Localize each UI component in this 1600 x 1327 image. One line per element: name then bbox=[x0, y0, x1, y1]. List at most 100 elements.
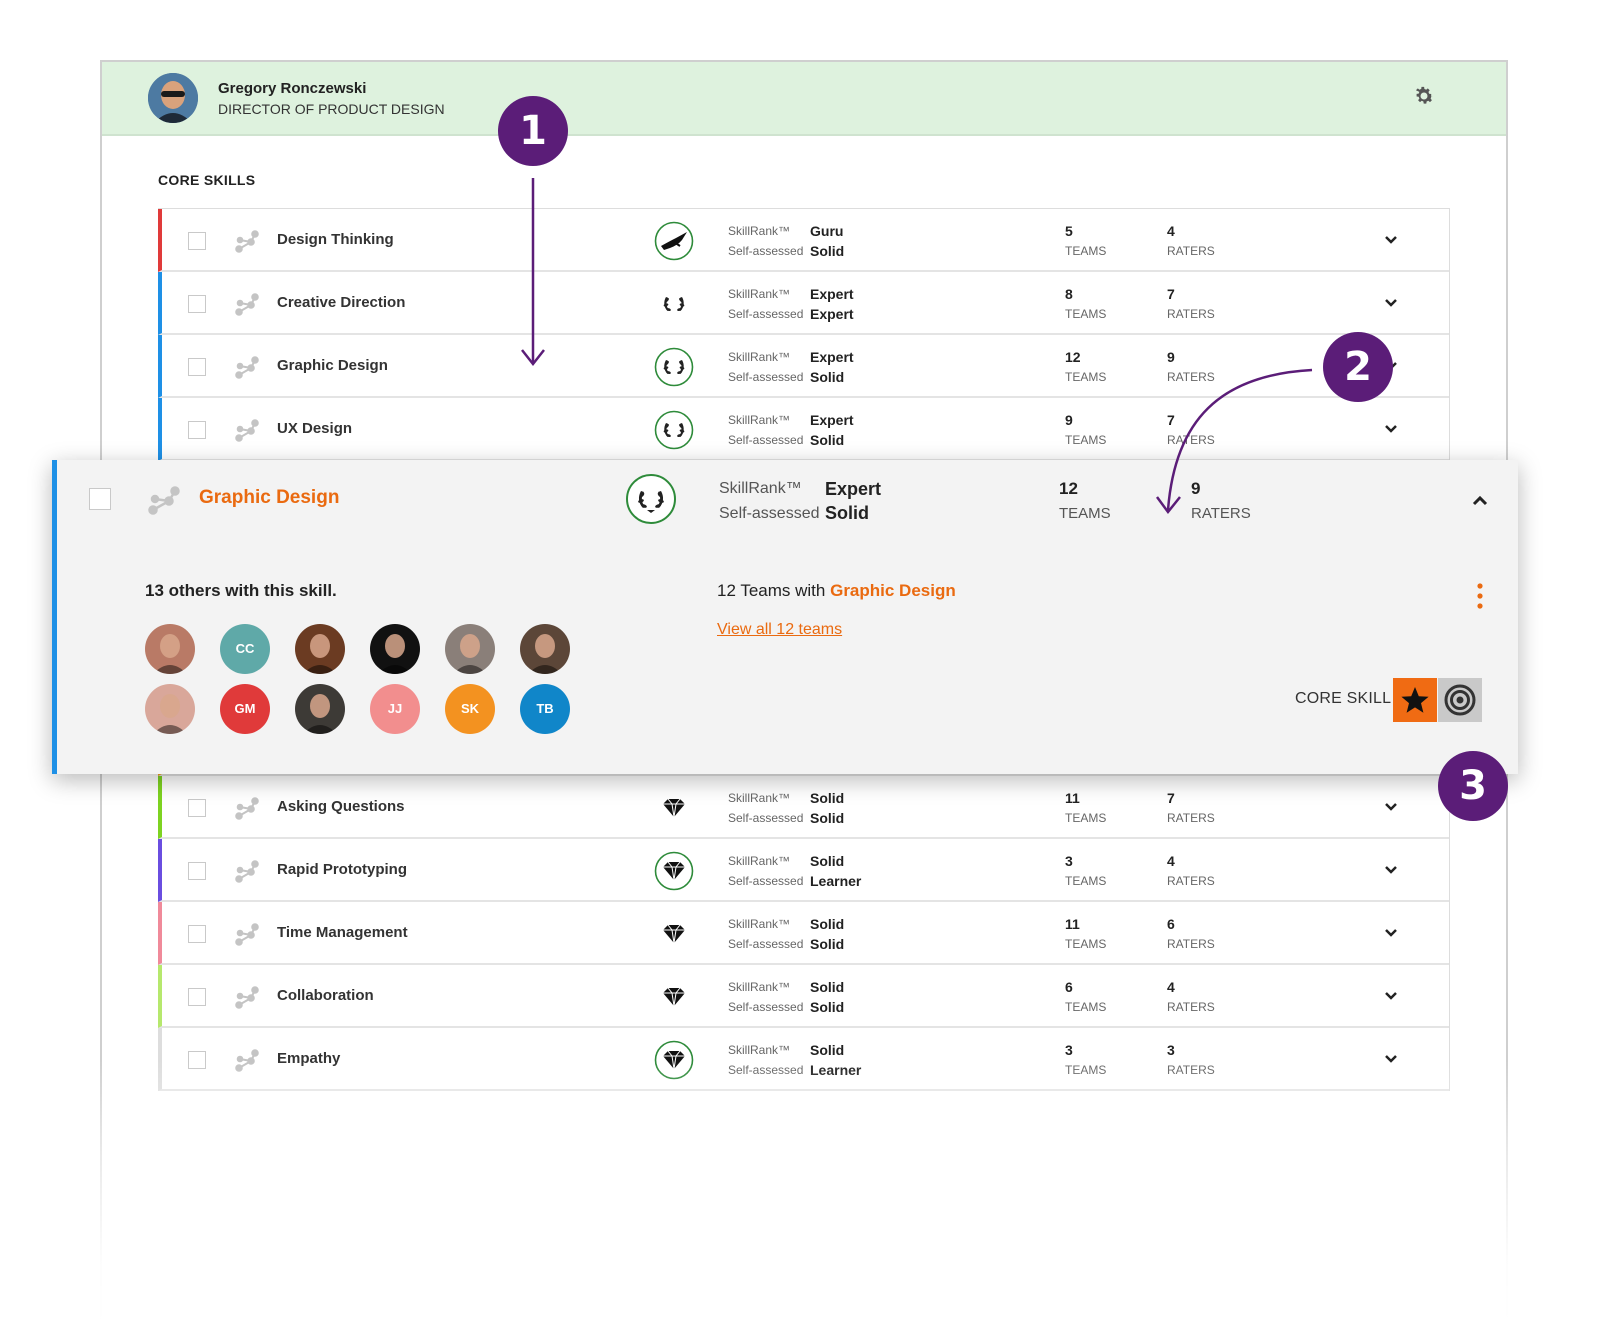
skillrank-value: Expert bbox=[810, 349, 854, 365]
skillrank-label: SkillRank™ bbox=[728, 917, 791, 931]
teams-label: TEAMS bbox=[1065, 1063, 1107, 1077]
avatar[interactable]: SK bbox=[445, 684, 495, 734]
teams-label: TEAMS bbox=[1065, 1000, 1107, 1014]
skill-name: Graphic Design bbox=[277, 357, 388, 374]
skill-row[interactable]: Creative Direction SkillRank™ Self-assesse… bbox=[158, 272, 1449, 335]
share-nodes-icon[interactable] bbox=[234, 292, 260, 318]
share-nodes-icon[interactable] bbox=[234, 922, 260, 948]
raters-label: RATERS bbox=[1167, 244, 1215, 258]
skillrank-label: SkillRank™ bbox=[728, 224, 791, 238]
others-with-skill-title: 13 others with this skill. bbox=[145, 581, 337, 600]
chevron-up-icon[interactable] bbox=[1471, 492, 1489, 510]
laurel-badge-icon bbox=[626, 474, 676, 524]
laurel-badge-icon bbox=[654, 347, 694, 387]
skillrank-label: SkillRank™ bbox=[728, 980, 791, 994]
raters-label: RATERS bbox=[1167, 307, 1215, 321]
avatar[interactable] bbox=[520, 624, 570, 674]
skill-row[interactable]: Collaboration SkillRank™ Self-assessed Soli… bbox=[158, 965, 1449, 1028]
share-nodes-icon[interactable] bbox=[234, 1048, 260, 1074]
avatar[interactable]: GM bbox=[220, 684, 270, 734]
target-skill-toggle[interactable] bbox=[1438, 678, 1482, 722]
skill-checkbox[interactable] bbox=[188, 421, 206, 439]
skill-row[interactable]: Asking Questions SkillRank™ Self-assessed S… bbox=[158, 776, 1449, 839]
diamond-badge-icon bbox=[654, 914, 694, 954]
skill-checkbox[interactable] bbox=[188, 799, 206, 817]
raters-label: RATERS bbox=[1191, 505, 1251, 522]
teams-label: TEAMS bbox=[1065, 811, 1107, 825]
self-assessed-label: Self-assessed bbox=[728, 811, 804, 825]
raters-count: 3 bbox=[1167, 1042, 1175, 1058]
gear-icon[interactable] bbox=[1412, 84, 1436, 108]
self-assessed-label: Self-assessed bbox=[728, 874, 804, 888]
teams-label: TEAMS bbox=[1065, 874, 1107, 888]
raters-count: 9 bbox=[1167, 349, 1175, 365]
skill-row[interactable]: Design Thinking SkillRank™ Self-assessed Gu… bbox=[158, 209, 1449, 272]
self-assessed-label: Self-assessed bbox=[728, 433, 804, 447]
skill-checkbox[interactable] bbox=[188, 925, 206, 943]
teams-count: 5 bbox=[1065, 223, 1073, 239]
self-assessed-label: Self-assessed bbox=[728, 937, 804, 951]
raters-label: RATERS bbox=[1167, 433, 1215, 447]
skillrank-label: SkillRank™ bbox=[719, 480, 802, 497]
core-skill-toggle[interactable] bbox=[1393, 678, 1437, 722]
kebab-menu-icon[interactable] bbox=[1475, 582, 1485, 610]
expanded-skill-card: Graphic Design SkillRank™ Self-assessed … bbox=[52, 460, 1518, 774]
share-nodes-icon[interactable] bbox=[234, 355, 260, 381]
skill-row[interactable]: Rapid Prototyping SkillRank™ Self-assessed… bbox=[158, 839, 1449, 902]
skill-checkbox[interactable] bbox=[188, 358, 206, 376]
skill-row[interactable]: Empathy SkillRank™ Self-assessed Solid Learn… bbox=[158, 1028, 1449, 1091]
avatar[interactable] bbox=[295, 684, 345, 734]
self-assessed-label: Self-assessed bbox=[728, 244, 804, 258]
teams-label: TEAMS bbox=[1059, 505, 1111, 522]
share-nodes-icon[interactable] bbox=[234, 229, 260, 255]
chevron-down-icon[interactable] bbox=[1384, 926, 1398, 940]
skill-checkbox[interactable] bbox=[89, 488, 111, 510]
skill-checkbox[interactable] bbox=[188, 1051, 206, 1069]
skillrank-label: SkillRank™ bbox=[728, 287, 791, 301]
skill-row[interactable]: Time Management SkillRank™ Self-assessed So… bbox=[158, 902, 1449, 965]
avatar[interactable] bbox=[370, 624, 420, 674]
share-nodes-icon[interactable] bbox=[147, 484, 181, 518]
diamond-badge-icon bbox=[654, 1040, 694, 1080]
skillrank-label: SkillRank™ bbox=[728, 1043, 791, 1057]
skill-checkbox[interactable] bbox=[188, 295, 206, 313]
share-nodes-icon[interactable] bbox=[234, 859, 260, 885]
teams-count: 3 bbox=[1065, 853, 1073, 869]
chevron-down-icon[interactable] bbox=[1384, 233, 1398, 247]
skillrank-value: Expert bbox=[810, 412, 854, 428]
view-all-teams-link[interactable]: View all 12 teams bbox=[717, 621, 843, 638]
avatar[interactable]: JJ bbox=[370, 684, 420, 734]
avatar[interactable] bbox=[295, 624, 345, 674]
chevron-down-icon[interactable] bbox=[1384, 800, 1398, 814]
chevron-down-icon[interactable] bbox=[1384, 863, 1398, 877]
chevron-down-icon[interactable] bbox=[1384, 989, 1398, 1003]
avatar[interactable] bbox=[145, 684, 195, 734]
chevron-down-icon[interactable] bbox=[1384, 422, 1398, 436]
share-nodes-icon[interactable] bbox=[234, 985, 260, 1011]
avatar[interactable] bbox=[445, 624, 495, 674]
skill-row[interactable]: Graphic Design SkillRank™ Self-assessed Exp… bbox=[158, 335, 1449, 398]
skill-checkbox[interactable] bbox=[188, 862, 206, 880]
self-assessed-label: Self-assessed bbox=[719, 505, 820, 522]
self-assessed-value: Solid bbox=[825, 503, 869, 523]
share-nodes-icon[interactable] bbox=[234, 418, 260, 444]
diamond-badge-icon bbox=[654, 977, 694, 1017]
avatar[interactable] bbox=[148, 73, 198, 123]
diamond-badge-icon bbox=[654, 788, 694, 828]
skill-row[interactable]: UX Design SkillRank™ Self-assessed Expert So… bbox=[158, 398, 1449, 461]
teams-count: 9 bbox=[1065, 412, 1073, 428]
skill-name: Design Thinking bbox=[277, 231, 394, 248]
teams-count: 6 bbox=[1065, 979, 1073, 995]
chevron-down-icon[interactable] bbox=[1384, 1052, 1398, 1066]
avatar[interactable]: CC bbox=[220, 624, 270, 674]
chevron-down-icon[interactable] bbox=[1384, 296, 1398, 310]
self-assessed-value: Solid bbox=[810, 369, 845, 385]
skill-checkbox[interactable] bbox=[188, 232, 206, 250]
teams-count: 11 bbox=[1065, 916, 1080, 932]
avatar[interactable]: TB bbox=[520, 684, 570, 734]
avatar[interactable] bbox=[145, 624, 195, 674]
skill-checkbox[interactable] bbox=[188, 988, 206, 1006]
share-nodes-icon[interactable] bbox=[234, 796, 260, 822]
self-assessed-value: Solid bbox=[810, 243, 845, 259]
callout-1: 1 bbox=[498, 96, 568, 166]
